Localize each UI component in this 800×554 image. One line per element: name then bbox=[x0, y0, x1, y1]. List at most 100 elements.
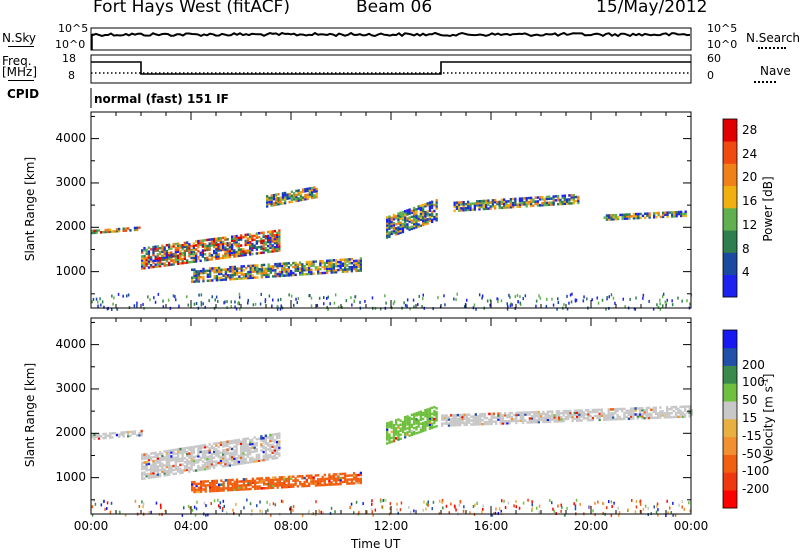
noise-cell bbox=[432, 307, 434, 311]
echo-cell bbox=[299, 261, 302, 264]
echo-cell bbox=[249, 447, 252, 450]
noise-cell bbox=[642, 293, 645, 297]
echo-cell bbox=[192, 250, 195, 253]
noise-cell bbox=[432, 500, 435, 504]
echo-cell bbox=[294, 479, 297, 482]
echo-cell bbox=[541, 204, 544, 207]
echo-cell bbox=[395, 233, 398, 236]
echo-cell bbox=[310, 262, 313, 266]
echo-cell bbox=[478, 208, 481, 211]
echo-cell bbox=[659, 412, 662, 415]
noise-cell bbox=[594, 501, 596, 505]
echo-cell bbox=[285, 274, 288, 277]
echo-cell bbox=[417, 215, 420, 218]
echo-cell bbox=[406, 421, 409, 424]
echo-cell bbox=[262, 458, 265, 462]
echo-cell bbox=[543, 201, 546, 205]
echo-cell bbox=[525, 197, 528, 200]
echo-cell bbox=[663, 412, 666, 415]
echo-cell bbox=[172, 448, 175, 452]
echo-cell bbox=[111, 436, 114, 439]
echo-cell bbox=[417, 421, 420, 424]
noise-cell bbox=[431, 507, 433, 511]
echo-cell bbox=[639, 212, 642, 216]
echo-cell bbox=[267, 248, 270, 252]
noise-cell bbox=[497, 298, 499, 301]
echo-cell bbox=[227, 270, 230, 273]
echo-cell bbox=[568, 198, 571, 201]
echo-cell bbox=[313, 196, 316, 199]
echo-cell bbox=[392, 429, 396, 433]
noise-cell bbox=[575, 298, 578, 302]
echo-cell bbox=[350, 478, 353, 481]
noise-cell bbox=[329, 511, 332, 515]
echo-cell bbox=[461, 421, 464, 425]
echo-cell bbox=[445, 416, 448, 419]
echo-cell bbox=[328, 261, 331, 264]
noise-cell bbox=[167, 298, 170, 302]
echo-cell bbox=[209, 486, 212, 489]
echo-cell bbox=[210, 446, 213, 450]
echo-cell bbox=[286, 193, 289, 196]
echo-cell bbox=[428, 203, 432, 206]
echo-cell bbox=[278, 436, 281, 439]
echo-cell bbox=[177, 470, 180, 473]
echo-cell bbox=[424, 424, 427, 428]
echo-cell bbox=[308, 189, 311, 192]
noise-cell bbox=[612, 296, 615, 300]
echo-cell bbox=[335, 475, 338, 478]
echo-cell bbox=[231, 455, 234, 459]
echo-cell bbox=[224, 479, 227, 482]
echo-cell bbox=[159, 458, 162, 462]
echo-cell bbox=[348, 262, 351, 265]
echo-cell bbox=[433, 405, 436, 409]
echo-cell bbox=[204, 443, 207, 447]
echo-cell bbox=[542, 410, 545, 414]
echo-cell bbox=[154, 475, 157, 478]
echo-cell bbox=[467, 200, 470, 204]
echo-cell bbox=[249, 274, 252, 278]
echo-cell bbox=[521, 201, 524, 204]
echo-cell bbox=[503, 204, 506, 207]
echo-cell bbox=[240, 446, 243, 449]
echo-cell bbox=[145, 474, 148, 478]
echo-cell bbox=[220, 278, 223, 282]
noise-cell bbox=[272, 298, 274, 302]
echo-cell bbox=[215, 489, 218, 493]
echo-cell bbox=[305, 474, 308, 478]
echo-cell bbox=[348, 260, 351, 263]
echo-cell bbox=[210, 444, 213, 448]
echo-cell bbox=[165, 457, 168, 461]
echo-cell bbox=[170, 253, 173, 256]
echo-cell bbox=[228, 446, 231, 449]
echo-cell bbox=[276, 237, 279, 241]
echo-cell bbox=[267, 456, 270, 459]
echo-cell bbox=[310, 482, 313, 485]
echo-cell bbox=[133, 432, 137, 435]
noise-cell bbox=[142, 505, 144, 509]
echo-cell bbox=[159, 472, 162, 476]
echo-cell bbox=[413, 226, 416, 230]
echo-cell bbox=[275, 201, 278, 204]
echo-cell bbox=[211, 479, 214, 483]
echo-cell bbox=[452, 416, 455, 419]
noise-cell bbox=[259, 509, 261, 513]
echo-cell bbox=[210, 458, 213, 462]
echo-cell bbox=[508, 415, 511, 419]
echo-cell bbox=[260, 443, 263, 446]
echo-cell bbox=[233, 445, 236, 448]
echo-cell bbox=[147, 474, 151, 478]
echo-cell bbox=[208, 254, 211, 257]
echo-cell bbox=[233, 249, 236, 252]
echo-cell bbox=[233, 453, 236, 456]
echo-cell bbox=[208, 447, 211, 450]
echo-cell bbox=[229, 486, 232, 490]
echo-cell bbox=[269, 246, 272, 249]
velocity-colorbar-label-main: Velocity [m s bbox=[761, 386, 776, 464]
echo-cell bbox=[463, 421, 466, 425]
noise-cell bbox=[652, 307, 655, 311]
x-tick-label: 16:00 bbox=[473, 519, 509, 533]
noise-cell bbox=[522, 297, 524, 301]
echo-cell bbox=[217, 247, 220, 250]
echo-cell bbox=[263, 269, 266, 273]
